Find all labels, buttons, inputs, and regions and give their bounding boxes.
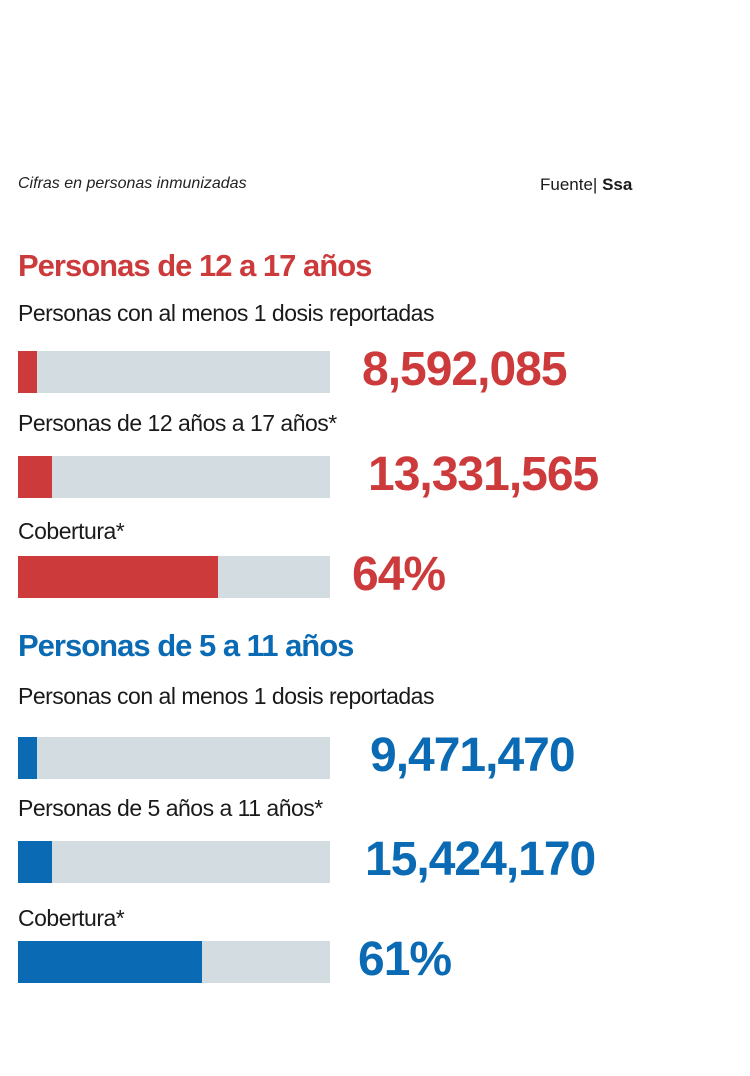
section-title: Personas de 12 a 17 años [18,248,372,283]
bar-fill [18,556,218,598]
bar-track [18,556,330,598]
bar-track [18,841,330,883]
source: Fuente| Ssa [540,175,632,195]
bar-label: Personas con al menos 1 dosis reportadas [18,300,434,326]
source-value: Ssa [602,175,633,194]
bar-value: 64% [352,548,446,601]
bar-fill [18,456,53,498]
bar-value: 61% [358,933,452,986]
bar-value: 8,592,085 [362,343,568,396]
bar-track [18,941,330,983]
bar-value: 13,331,565 [368,448,599,501]
bar-fill [18,351,37,393]
bar-fill [18,737,37,779]
bar-label: Personas de 12 años a 17 años* [18,410,337,436]
bar-label: Cobertura* [18,518,125,544]
bar-label: Personas de 5 años a 11 años* [18,795,323,821]
bar-track [18,456,330,498]
bar-label: Personas con al menos 1 dosis reportadas [18,683,434,709]
source-label: Fuente| [540,175,598,194]
bar-fill [18,841,53,883]
bar-fill [18,941,203,983]
bar-track [18,351,330,393]
bar-value: 9,471,470 [370,729,576,782]
section-title: Personas de 5 a 11 años [18,628,354,663]
bar-label: Cobertura* [18,905,125,931]
note: Cifras en personas inmunizadas [18,175,247,192]
bar-value: 15,424,170 [365,833,596,886]
bar-track [18,737,330,779]
